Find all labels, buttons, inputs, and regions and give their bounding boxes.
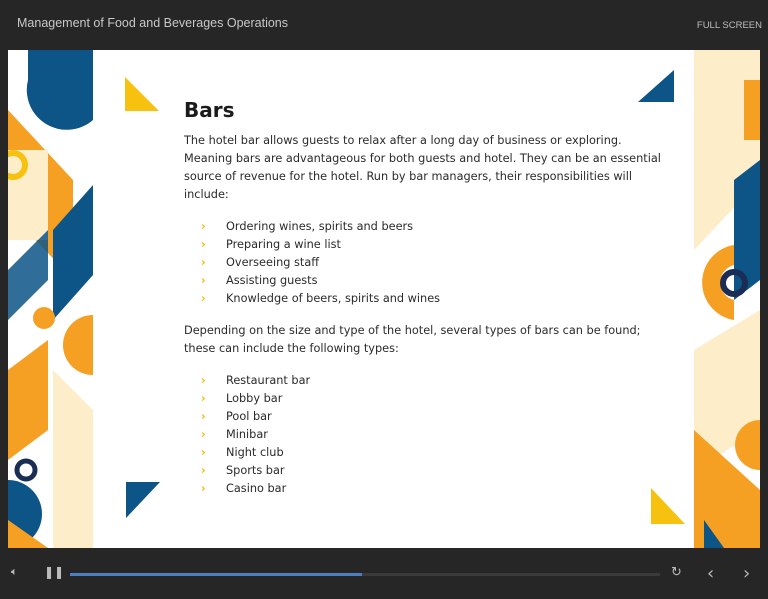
intro-paragraph: The hotel bar allows guests to relax aft…	[184, 134, 661, 201]
chevron-right-icon: ›	[201, 464, 206, 477]
types-paragraph: Depending on the size and type of the ho…	[184, 324, 641, 355]
slide: Bars The hotel bar allows guests to rela…	[8, 50, 760, 548]
replay-icon[interactable]: ↻	[671, 565, 682, 580]
list-item: › Night club	[201, 444, 664, 462]
full-screen-button[interactable]: FULL SCREEN	[696, 20, 762, 31]
list-item: › Sports bar	[201, 462, 664, 480]
chevron-right-icon: ›	[201, 482, 206, 495]
next-icon[interactable]: ›	[743, 563, 751, 584]
list-item: › Overseeing staff	[201, 254, 664, 272]
player-controls: 🔈︎ ❚❚ ↻ ‹ ›	[0, 560, 768, 590]
list-item: › Restaurant bar	[201, 372, 664, 390]
previous-icon[interactable]: ‹	[707, 563, 715, 584]
bottom-yellow-triangle	[651, 488, 685, 524]
chevron-right-icon: ›	[201, 238, 206, 251]
progress-bar[interactable]	[70, 573, 660, 576]
chevron-right-icon: ›	[201, 220, 206, 233]
pause-icon[interactable]: ❚❚	[44, 565, 65, 579]
list-item: › Casino bar	[201, 480, 664, 498]
top-yellow-triangle	[125, 77, 159, 111]
slide-content: Bars The hotel bar allows guests to rela…	[184, 98, 664, 512]
list-item: › Pool bar	[201, 408, 664, 426]
chevron-right-icon: ›	[201, 256, 206, 269]
chevron-right-icon: ›	[201, 292, 206, 305]
top-navy-triangle	[638, 70, 674, 102]
list-item: › Lobby bar	[201, 390, 664, 408]
right-decoration	[694, 50, 760, 548]
chevron-right-icon: ›	[201, 374, 206, 387]
bar-types-list: › Restaurant bar › Lobby bar › Pool bar › Mi…	[201, 372, 664, 498]
responsibilities-list: › Ordering wines, spirits and beers › Prep…	[201, 218, 664, 308]
chevron-right-icon: ›	[201, 274, 206, 287]
bottom-navy-triangle	[126, 482, 160, 518]
course-title: Management of Food and Beverages Operati…	[17, 16, 289, 30]
chevron-right-icon: ›	[201, 428, 206, 441]
list-item: › Assisting guests	[201, 272, 664, 290]
chevron-right-icon: ›	[201, 446, 206, 459]
chevron-right-icon: ›	[201, 392, 206, 405]
chevron-right-icon: ›	[201, 410, 206, 423]
progress-fill	[70, 573, 363, 576]
volume-icon[interactable]: 🔈︎	[11, 565, 18, 578]
left-decoration	[8, 50, 98, 548]
slide-heading: Bars	[184, 98, 235, 122]
list-item: › Minibar	[201, 426, 664, 444]
list-item: › Knowledge of beers, spirits and wines	[201, 290, 664, 308]
list-item: › Preparing a wine list	[201, 236, 664, 254]
list-item: › Ordering wines, spirits and beers	[201, 218, 664, 236]
